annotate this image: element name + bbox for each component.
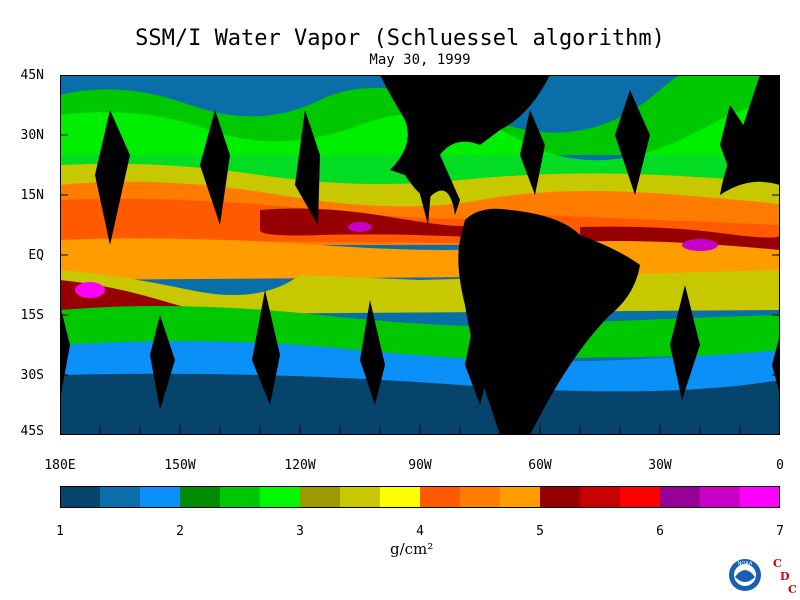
x-label-60w: 60W: [528, 458, 552, 473]
y-label-30s: 30S: [20, 368, 44, 383]
colorbar-tick-3: 3: [296, 524, 304, 539]
colorbar-swatch: [700, 486, 741, 508]
y-ticks: [60, 75, 780, 435]
colorbar-swatch: [740, 486, 780, 508]
colorbar-swatch: [500, 486, 541, 508]
colorbar-swatch: [620, 486, 661, 508]
colorbar-tick-4: 4: [416, 524, 424, 539]
colorbar-swatch: [340, 486, 381, 508]
y-label-30n: 30N: [20, 128, 44, 143]
colorbar-units: g/cm²: [390, 540, 434, 558]
water-vapor-map: [60, 75, 780, 435]
colorbar-swatch: [220, 486, 261, 508]
noaa-text: NOAA: [738, 561, 753, 567]
figure-date: May 30, 1999: [369, 52, 471, 68]
colorbar-frame: [60, 486, 780, 508]
x-label-90w: 90W: [408, 458, 432, 473]
x-label-0: 0: [776, 458, 784, 473]
colorbar-swatch: [140, 486, 181, 508]
colorbar-swatch: [460, 486, 501, 508]
south-america: [458, 208, 640, 435]
y-label-45s: 45S: [20, 424, 44, 439]
cdc-letter-2: D: [780, 570, 790, 583]
colorbar-swatch: [260, 486, 301, 508]
colorbar-swatch: [540, 486, 581, 508]
colorbar-tick-5: 5: [536, 524, 544, 539]
x-label-180e: 180E: [44, 458, 76, 473]
x-ticks: [99, 425, 741, 435]
noaa-cdc-logo: NOAA C D C: [729, 557, 797, 596]
colorbar-swatch: [180, 486, 221, 508]
colorbar-tick-2: 2: [176, 524, 184, 539]
y-label-45n: 45N: [20, 68, 44, 83]
cdc-letter-3: C: [788, 583, 797, 596]
colorbar-swatch: [60, 486, 101, 508]
colorbar-swatch: [660, 486, 701, 508]
colorbar-swatch: [420, 486, 461, 508]
cdc-letter-1: C: [773, 557, 782, 570]
colorbar-tick-7: 7: [776, 524, 784, 539]
colorbar-swatch: [580, 486, 621, 508]
x-label-30w: 30W: [648, 458, 672, 473]
y-label-eq: EQ: [28, 248, 44, 263]
y-label-15s: 15S: [20, 308, 44, 323]
colorbar-swatch: [380, 486, 421, 508]
y-label-15n: 15N: [20, 188, 44, 203]
colorbar-swatch: [100, 486, 141, 508]
x-label-150w: 150W: [164, 458, 196, 473]
colorbar-tick-6: 6: [656, 524, 664, 539]
figure-title: SSM/I Water Vapor (Schluessel algorithm): [135, 26, 665, 51]
colorbar-swatch: [300, 486, 341, 508]
colorbar-tick-1: 1: [56, 524, 64, 539]
colorbar: [60, 486, 780, 508]
swath-gaps: [60, 90, 780, 410]
x-label-120w: 120W: [284, 458, 316, 473]
